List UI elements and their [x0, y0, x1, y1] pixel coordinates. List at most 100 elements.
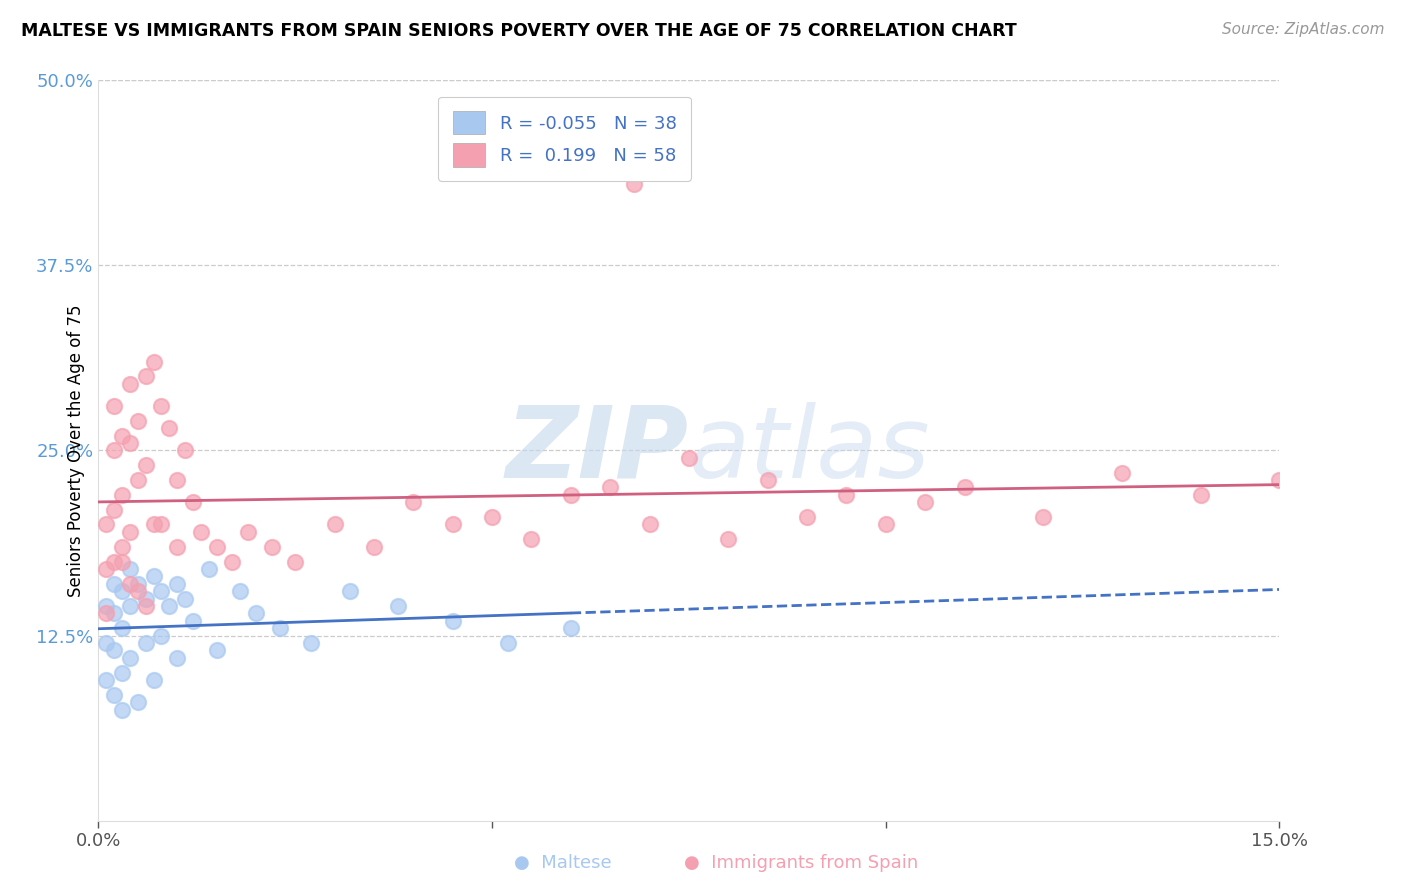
Point: [190, 524, 212, 539]
Point: [118, 562, 141, 576]
Point: [599, 480, 621, 494]
Point: [127, 576, 149, 591]
Point: [150, 517, 173, 532]
Point: [245, 607, 267, 621]
Point: [520, 533, 543, 547]
Point: [914, 495, 936, 509]
Point: [103, 576, 125, 591]
Point: [118, 376, 141, 391]
Point: [387, 599, 409, 613]
Point: [96, 607, 118, 621]
Point: [111, 621, 134, 635]
Point: [96, 517, 118, 532]
Point: [717, 533, 740, 547]
Point: [150, 584, 173, 599]
Text: atlas: atlas: [689, 402, 931, 499]
Text: MALTESE VS IMMIGRANTS FROM SPAIN SENIORS POVERTY OVER THE AGE OF 75 CORRELATION : MALTESE VS IMMIGRANTS FROM SPAIN SENIORS…: [21, 22, 1017, 40]
Point: [142, 673, 165, 687]
Point: [166, 540, 188, 554]
Point: [135, 599, 157, 613]
Point: [796, 510, 818, 524]
Point: [118, 436, 141, 450]
Point: [181, 614, 204, 628]
Point: [111, 555, 134, 569]
Point: [135, 369, 157, 384]
Point: [560, 488, 582, 502]
Point: [103, 688, 125, 702]
Point: [835, 488, 858, 502]
Point: [260, 540, 283, 554]
Point: [1032, 510, 1054, 524]
Point: [363, 540, 385, 554]
Point: [127, 584, 149, 599]
Point: [441, 517, 464, 532]
Legend: R = -0.055   N = 38, R =  0.199   N = 58: R = -0.055 N = 38, R = 0.199 N = 58: [439, 96, 690, 181]
Text: Source: ZipAtlas.com: Source: ZipAtlas.com: [1222, 22, 1385, 37]
Point: [181, 495, 204, 509]
Y-axis label: Seniors Poverty Over the Age of 75: Seniors Poverty Over the Age of 75: [66, 304, 84, 597]
Point: [678, 450, 700, 465]
Point: [118, 576, 141, 591]
Point: [127, 414, 149, 428]
Point: [142, 569, 165, 583]
Point: [166, 473, 188, 487]
Point: [111, 540, 134, 554]
Point: [638, 517, 661, 532]
Point: [1189, 488, 1212, 502]
Point: [127, 473, 149, 487]
Point: [197, 562, 219, 576]
Point: [1268, 473, 1291, 487]
Point: [166, 576, 188, 591]
Text: ●  Maltese: ● Maltese: [513, 855, 612, 872]
Point: [339, 584, 361, 599]
Point: [441, 614, 464, 628]
Point: [205, 643, 228, 657]
Point: [284, 555, 307, 569]
Point: [150, 628, 173, 642]
Point: [221, 555, 243, 569]
Text: ●  Immigrants from Spain: ● Immigrants from Spain: [685, 855, 918, 872]
Point: [142, 517, 165, 532]
Point: [118, 524, 141, 539]
Point: [496, 636, 519, 650]
Point: [481, 510, 503, 524]
Point: [103, 643, 125, 657]
Point: [236, 524, 259, 539]
Point: [157, 599, 180, 613]
Point: [402, 495, 425, 509]
Point: [111, 665, 134, 680]
Point: [111, 584, 134, 599]
Point: [96, 562, 118, 576]
Point: [96, 673, 118, 687]
Point: [205, 540, 228, 554]
Point: [560, 621, 582, 635]
Point: [135, 636, 157, 650]
Point: [269, 621, 291, 635]
Point: [135, 458, 157, 473]
Point: [103, 555, 125, 569]
Point: [111, 703, 134, 717]
Point: [756, 473, 779, 487]
Point: [323, 517, 346, 532]
Point: [111, 428, 134, 442]
Point: [1111, 466, 1133, 480]
Point: [118, 650, 141, 665]
Point: [111, 488, 134, 502]
Point: [174, 443, 197, 458]
Point: [103, 502, 125, 516]
Point: [96, 636, 118, 650]
Point: [118, 599, 141, 613]
Point: [875, 517, 897, 532]
Point: [953, 480, 976, 494]
Point: [103, 399, 125, 413]
Point: [229, 584, 252, 599]
Point: [157, 421, 180, 435]
Point: [103, 443, 125, 458]
Point: [166, 650, 188, 665]
Point: [103, 607, 125, 621]
Point: [150, 399, 173, 413]
Text: ZIP: ZIP: [506, 402, 689, 499]
Point: [174, 591, 197, 606]
Point: [623, 177, 645, 191]
Point: [142, 354, 165, 368]
